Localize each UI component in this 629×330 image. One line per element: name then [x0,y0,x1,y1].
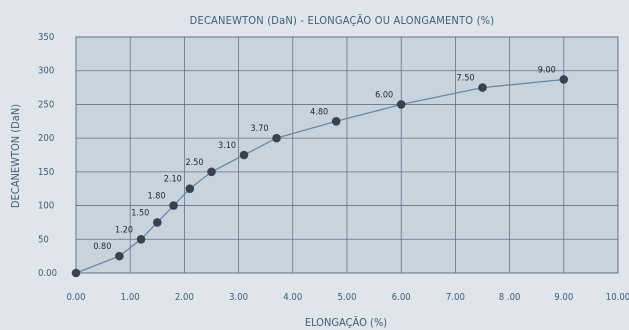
x-tick-label: 6.00 [392,292,411,303]
data-point [239,150,249,160]
y-tick-label: 200 [38,133,54,144]
data-point [115,251,124,261]
x-tick-label: 2.00 [175,292,194,303]
data-label: 3.10 [218,141,236,151]
data-label: 6.00 [375,90,393,100]
y-tick-label: 0.00 [38,268,57,279]
data-label: 2.10 [164,175,182,185]
data-label: 1.50 [131,208,149,218]
series-markers [71,75,569,278]
data-point [331,116,341,126]
y-tick-label: 350 [38,32,54,43]
data-label: 9.00 [538,65,556,75]
chart-title: DECANEWTON (DaN) - ELONGAÇÃO OU ALONGAME… [190,14,495,27]
data-point [396,100,406,109]
y-tick-label: 50 [38,234,49,245]
data-label: 1.20 [115,225,133,235]
y-tick-label: 150 [38,167,54,178]
data-point [153,218,162,227]
data-label: 2.50 [185,158,203,168]
x-tick-label: 7.00 [446,292,465,303]
x-tick-label: 3.00 [229,292,248,303]
data-point [559,75,569,84]
y-tick-label: 100 [38,201,54,212]
y-tick-label: 300 [38,66,54,77]
y-axis-label: DECANEWTON (DaN) [9,104,22,208]
data-point [272,133,281,143]
data-label: 3.70 [251,124,269,134]
data-label: 0.80 [93,242,111,252]
x-tick-label: 8 .00 [499,292,521,303]
data-point [478,83,487,92]
data-point [169,201,178,210]
data-point [71,268,81,278]
tick-labels: 0.00 1.00 2.00 3.00 4.00 5.00 6.00 7.00 8 .00 9.0… [38,32,629,303]
data-label: 1.80 [148,192,166,202]
data-point [207,167,216,177]
x-axis-label: ELONGAÇÃO (%) [305,316,387,329]
data-point [136,234,146,244]
x-tick-label: 9.00 [554,292,573,303]
x-tick-label: 5.00 [337,292,356,303]
data-point [185,184,195,194]
y-tick-label: 250 [38,99,54,110]
x-tick-label: 10.00 [606,292,629,303]
x-tick-label: 4.00 [283,292,302,303]
data-labels: 0.80 1.20 1.50 1.80 2.102.50 3.10 3.70 4.80 6.00… [93,65,555,252]
data-label: 4.80 [310,107,328,117]
x-tick-label: 1.00 [121,292,140,303]
data-label: 7.50 [456,74,474,84]
x-tick-label: 0.00 [66,292,85,303]
